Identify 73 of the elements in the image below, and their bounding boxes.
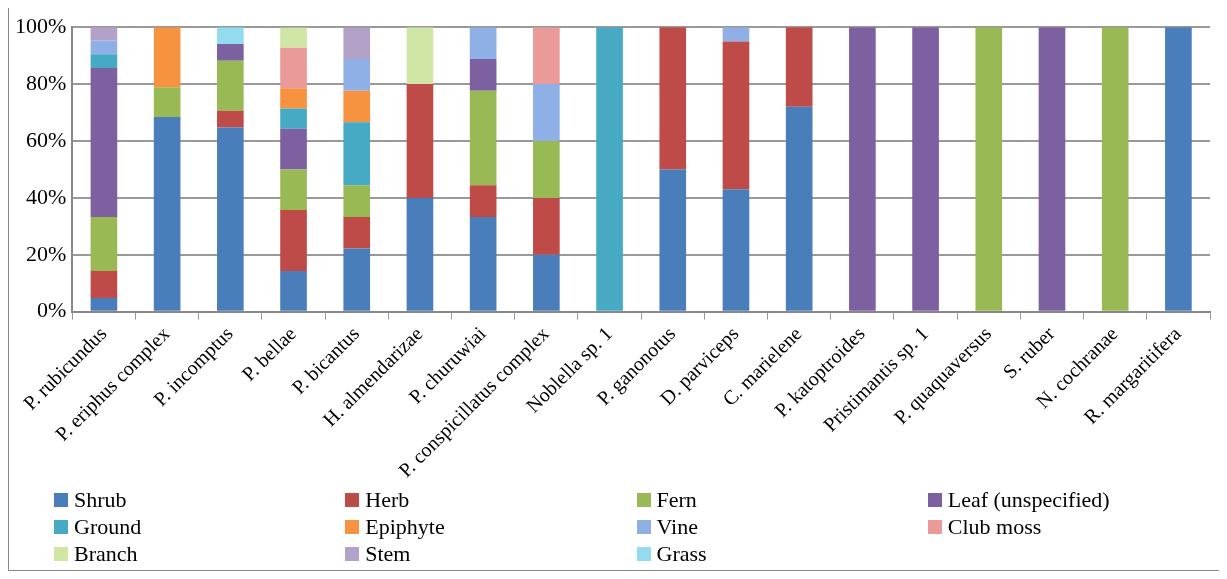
bar — [280, 88, 307, 109]
bar — [280, 169, 307, 211]
bar — [659, 27, 687, 170]
legend-label: Branch — [74, 540, 138, 567]
bar — [722, 189, 750, 311]
bar — [533, 197, 560, 255]
bar — [533, 254, 560, 311]
bar — [785, 27, 813, 107]
bar — [849, 27, 876, 311]
legend-label: Fern — [656, 486, 697, 513]
bar — [280, 210, 307, 271]
bar — [280, 47, 307, 89]
legend-label: Grass — [656, 540, 707, 567]
bar — [217, 110, 244, 128]
bar — [469, 90, 497, 186]
y-tick-label: 100% — [15, 12, 67, 38]
bar — [90, 54, 118, 68]
bar — [217, 60, 244, 111]
bar — [217, 27, 244, 44]
bar — [280, 128, 307, 170]
bar — [90, 40, 118, 55]
bar — [217, 127, 244, 311]
bar — [912, 27, 939, 311]
legend-label: Epiphyte — [365, 513, 445, 540]
bar — [153, 87, 181, 118]
bar — [406, 27, 434, 85]
bar — [343, 216, 371, 249]
bar — [469, 185, 497, 217]
y-tick-label: 0% — [37, 297, 67, 323]
bar — [469, 216, 497, 311]
bar — [785, 106, 813, 311]
bar — [153, 27, 181, 88]
bar — [90, 216, 118, 271]
bar — [533, 140, 560, 198]
bar — [596, 27, 623, 311]
bar — [343, 185, 371, 217]
y-tick-label: 60% — [26, 126, 67, 152]
bar — [90, 298, 118, 311]
bar — [469, 27, 497, 60]
bar — [406, 197, 434, 311]
legend-label: Vine — [656, 513, 698, 540]
bar — [280, 270, 307, 311]
legend-label: Leaf (unspecified) — [947, 486, 1110, 513]
y-tick-label: 40% — [26, 183, 67, 209]
bar — [722, 41, 750, 190]
bar — [153, 117, 181, 311]
bar — [280, 27, 307, 48]
bar — [343, 59, 371, 91]
bar — [343, 248, 371, 311]
legend-label: Herb — [365, 486, 410, 513]
bar — [343, 90, 371, 123]
bar — [406, 84, 434, 198]
bar — [533, 84, 560, 141]
bar — [533, 27, 560, 85]
bar — [469, 59, 497, 91]
bar — [343, 27, 371, 60]
bar — [217, 43, 244, 61]
bar — [659, 169, 687, 311]
bar — [1101, 27, 1129, 311]
legend-label: Shrub — [74, 486, 127, 513]
bar — [975, 27, 1003, 311]
legend-label: Stem — [365, 540, 411, 567]
bar — [90, 27, 118, 41]
y-tick-label: 80% — [26, 69, 67, 95]
bar — [1038, 27, 1066, 311]
bar — [90, 270, 118, 299]
legend-label: Club moss — [947, 513, 1042, 540]
bar — [343, 122, 371, 186]
bar — [1165, 27, 1192, 311]
bar — [280, 108, 307, 129]
bar — [90, 67, 118, 217]
y-tick-label: 20% — [26, 240, 67, 266]
legend-label: Ground — [74, 513, 142, 540]
